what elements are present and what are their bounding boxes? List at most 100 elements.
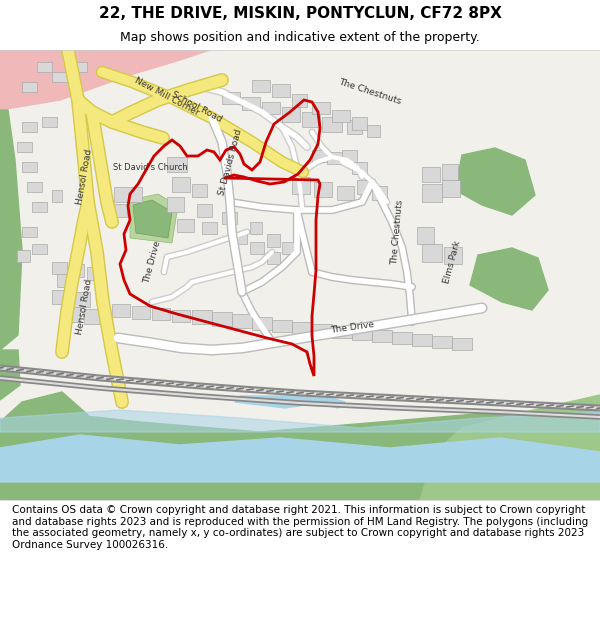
Polygon shape: [332, 326, 352, 338]
Polygon shape: [332, 110, 350, 122]
Polygon shape: [27, 182, 42, 192]
Text: New Mill Corner: New Mill Corner: [133, 76, 201, 118]
Polygon shape: [72, 62, 87, 72]
Polygon shape: [392, 332, 412, 344]
Polygon shape: [22, 227, 37, 237]
Text: Elms Park: Elms Park: [442, 239, 462, 284]
Polygon shape: [167, 197, 184, 212]
Text: Hensol Road: Hensol Road: [74, 279, 94, 336]
Polygon shape: [252, 317, 272, 330]
Polygon shape: [192, 184, 207, 197]
Text: The Drive: The Drive: [142, 239, 162, 284]
Polygon shape: [192, 310, 212, 324]
Polygon shape: [470, 248, 548, 310]
Polygon shape: [347, 120, 362, 134]
Polygon shape: [130, 194, 178, 243]
Polygon shape: [17, 142, 32, 152]
Polygon shape: [314, 182, 332, 197]
Polygon shape: [52, 290, 70, 304]
Polygon shape: [420, 395, 600, 500]
Polygon shape: [177, 219, 194, 232]
Polygon shape: [172, 310, 190, 322]
Polygon shape: [152, 308, 170, 320]
Polygon shape: [302, 112, 320, 127]
Text: Map shows position and indicative extent of the property.: Map shows position and indicative extent…: [120, 31, 480, 44]
Polygon shape: [22, 162, 37, 172]
Polygon shape: [342, 150, 357, 162]
Polygon shape: [432, 336, 452, 348]
Polygon shape: [442, 164, 458, 180]
Polygon shape: [0, 392, 88, 500]
Polygon shape: [337, 186, 354, 200]
Polygon shape: [114, 204, 127, 217]
Polygon shape: [292, 177, 310, 194]
Text: Hensol Road: Hensol Road: [74, 149, 94, 206]
Polygon shape: [327, 152, 342, 164]
Text: The Chestnuts: The Chestnuts: [338, 78, 403, 106]
Text: Contains OS data © Crown copyright and database right 2021. This information is : Contains OS data © Crown copyright and d…: [12, 505, 588, 550]
Polygon shape: [172, 177, 190, 192]
Polygon shape: [222, 212, 237, 224]
Polygon shape: [0, 50, 600, 500]
Polygon shape: [0, 350, 20, 400]
Polygon shape: [235, 396, 345, 408]
Polygon shape: [455, 148, 535, 215]
Polygon shape: [133, 200, 172, 238]
Polygon shape: [292, 94, 307, 107]
Polygon shape: [232, 314, 252, 328]
Polygon shape: [212, 312, 232, 326]
Polygon shape: [32, 244, 47, 254]
Polygon shape: [322, 117, 342, 132]
Polygon shape: [292, 322, 312, 334]
Polygon shape: [252, 80, 270, 92]
Polygon shape: [52, 72, 67, 82]
Polygon shape: [352, 117, 367, 130]
Polygon shape: [250, 242, 264, 254]
Polygon shape: [32, 202, 47, 212]
Polygon shape: [372, 186, 387, 200]
Polygon shape: [352, 162, 367, 174]
Text: 22, THE DRIVE, MISKIN, PONTYCLUN, CF72 8PX: 22, THE DRIVE, MISKIN, PONTYCLUN, CF72 8…: [98, 6, 502, 21]
Polygon shape: [197, 204, 212, 217]
Polygon shape: [367, 125, 380, 137]
Polygon shape: [0, 435, 600, 482]
Polygon shape: [272, 84, 290, 97]
Polygon shape: [0, 110, 22, 350]
Polygon shape: [70, 264, 84, 277]
Polygon shape: [282, 242, 297, 254]
Polygon shape: [112, 304, 130, 317]
Polygon shape: [422, 184, 442, 202]
Polygon shape: [0, 50, 210, 110]
Polygon shape: [357, 180, 370, 194]
Polygon shape: [312, 324, 332, 336]
Polygon shape: [87, 267, 102, 280]
Text: The Chestnuts: The Chestnuts: [389, 199, 404, 265]
Text: St David's Church: St David's Church: [113, 162, 187, 171]
Polygon shape: [52, 262, 67, 274]
Polygon shape: [312, 102, 330, 114]
Polygon shape: [62, 307, 80, 322]
Polygon shape: [272, 320, 292, 332]
Polygon shape: [0, 412, 600, 500]
Polygon shape: [422, 167, 440, 182]
Polygon shape: [452, 338, 472, 350]
Polygon shape: [84, 309, 100, 324]
Polygon shape: [72, 292, 90, 307]
Polygon shape: [352, 328, 372, 340]
Polygon shape: [42, 117, 57, 127]
Polygon shape: [444, 247, 462, 264]
Polygon shape: [22, 122, 37, 132]
Polygon shape: [37, 62, 52, 72]
Polygon shape: [0, 410, 600, 432]
Polygon shape: [57, 274, 74, 287]
Text: The Drive: The Drive: [329, 319, 374, 334]
Polygon shape: [372, 330, 392, 342]
Text: St Davids Road: St Davids Road: [217, 127, 243, 196]
Polygon shape: [282, 107, 300, 122]
Polygon shape: [267, 252, 280, 264]
Polygon shape: [262, 102, 280, 114]
Polygon shape: [22, 82, 37, 92]
Polygon shape: [52, 190, 62, 202]
Polygon shape: [422, 244, 442, 262]
Polygon shape: [412, 334, 432, 346]
